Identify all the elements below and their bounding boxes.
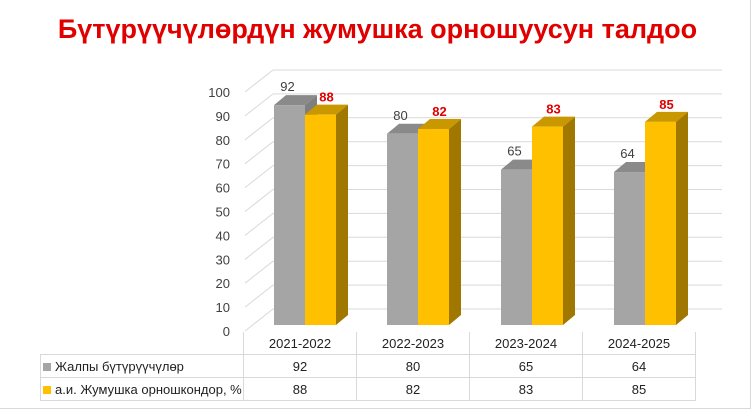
table-cell: 85 <box>582 377 696 401</box>
bar-top <box>532 116 575 127</box>
gridline-side <box>244 213 274 236</box>
gridline-side <box>244 260 274 284</box>
bar <box>418 129 449 325</box>
table-cell: 88 <box>243 377 357 401</box>
y-tick-label: 80 <box>216 133 230 148</box>
data-label: 88 <box>319 90 333 105</box>
gridline-side <box>244 165 274 188</box>
table-cell: 82 <box>356 377 470 401</box>
data-label: 83 <box>546 102 560 117</box>
data-label: 64 <box>620 146 634 161</box>
bar-side <box>676 111 688 325</box>
y-tick-label: 40 <box>216 228 230 243</box>
bar <box>614 172 645 325</box>
table-cell: 83 <box>469 377 583 401</box>
gridline-side <box>244 236 274 260</box>
data-label: 80 <box>393 108 407 123</box>
bar <box>387 133 418 325</box>
y-tick-label: 0 <box>223 324 230 339</box>
y-tick-label: 60 <box>216 181 230 196</box>
y-tick-label: 90 <box>216 109 230 124</box>
y-tick-label: 10 <box>216 300 230 315</box>
legend-entry: Жалпы бүтүрүүчүлөр <box>40 354 244 378</box>
legend-label: Жалпы бүтүрүүчүлөр <box>55 358 184 374</box>
legend-swatch-gray <box>43 362 51 371</box>
data-table: 2021-2022 2022-2023 2023-2024 2024-2025 … <box>40 332 696 401</box>
data-label: 92 <box>280 79 294 94</box>
category-label: 2022-2023 <box>356 332 470 355</box>
gridline-side <box>244 93 274 117</box>
bar-top <box>645 111 688 122</box>
bar-side <box>336 104 348 326</box>
data-label: 85 <box>659 97 673 112</box>
bar-top <box>305 104 348 115</box>
table-cell: 65 <box>469 354 583 378</box>
gridline-side <box>244 69 274 93</box>
y-tick-label: 20 <box>216 276 230 291</box>
gridline-side <box>244 117 274 141</box>
table-cell: 92 <box>243 354 357 378</box>
data-label: 82 <box>432 104 446 119</box>
bar-side <box>449 119 461 326</box>
gridline-side <box>244 141 274 165</box>
bar <box>532 126 563 325</box>
chart-title: Бүтүрүүчүлөрдүн жумушка орношуусун талдо… <box>57 14 698 44</box>
legend-swatch-yellow <box>43 385 51 394</box>
gridline-side <box>244 284 274 308</box>
bar-top <box>274 95 317 106</box>
bar-side <box>563 116 575 325</box>
data-label: 65 <box>507 144 521 159</box>
bar <box>645 121 676 325</box>
bar <box>274 105 305 326</box>
gridline-side <box>244 189 274 212</box>
category-label: 2024-2025 <box>582 332 696 355</box>
category-label: 2023-2024 <box>469 332 583 355</box>
y-tick-label: 30 <box>216 252 230 267</box>
y-tick-label: 100 <box>208 85 230 100</box>
table-row: а.и. Жумушка орношкондор, % 88 82 83 85 <box>40 377 696 401</box>
table-cell: 64 <box>582 354 696 378</box>
bar-top <box>418 119 461 130</box>
category-label: 2021-2022 <box>243 332 357 355</box>
table-cell: 80 <box>356 354 470 378</box>
bar <box>501 169 532 325</box>
y-tick-label: 70 <box>216 157 230 172</box>
y-tick-label: 50 <box>216 205 230 220</box>
bar <box>305 114 336 326</box>
gridline-side <box>244 308 274 332</box>
legend-entry: а.и. Жумушка орношкондор, % <box>40 377 244 401</box>
table-row: Жалпы бүтүрүүчүлөр 92 80 65 64 <box>40 354 696 378</box>
legend-label: а.и. Жумушка орношкондор, % <box>55 381 242 397</box>
